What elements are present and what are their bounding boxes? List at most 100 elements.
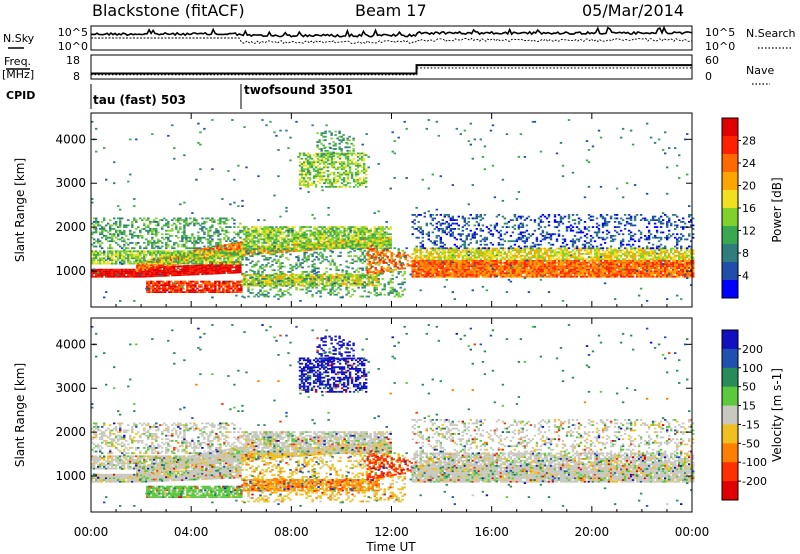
power-cell — [145, 219, 148, 221]
power-cell — [239, 268, 242, 270]
power-cell — [375, 292, 378, 294]
power-cell — [226, 243, 229, 246]
power-cell — [187, 260, 190, 263]
power-cell — [139, 272, 142, 275]
power-cell — [227, 260, 230, 263]
power-cell — [320, 149, 323, 152]
power-cell — [333, 290, 336, 293]
power-cell — [199, 269, 202, 272]
power-cell — [188, 282, 191, 285]
power-cell — [197, 222, 200, 225]
power-cell — [383, 235, 386, 237]
power-cell — [337, 274, 340, 276]
power-cell — [139, 250, 142, 253]
power-cell — [259, 285, 262, 287]
power-cell — [299, 281, 302, 284]
power-cell — [287, 250, 290, 253]
power-cell — [178, 287, 181, 290]
power-cell — [403, 271, 406, 273]
power-cell — [273, 247, 276, 250]
power-cell — [297, 283, 300, 286]
power-cell — [149, 259, 152, 261]
power-cell — [301, 271, 304, 273]
power-cell — [223, 236, 226, 239]
power-cell — [133, 217, 136, 220]
power-cell — [189, 250, 192, 253]
power-cell — [239, 229, 242, 232]
power-cell — [267, 277, 270, 280]
power-cell — [317, 290, 320, 293]
power-cell — [179, 226, 182, 228]
power-cell — [247, 233, 250, 236]
power-cell — [327, 292, 330, 294]
power-cell — [317, 240, 320, 243]
power-cell — [147, 243, 150, 246]
power-cell — [309, 235, 312, 237]
power-cell — [137, 275, 140, 278]
power-cell — [322, 144, 325, 147]
power-cell — [346, 139, 349, 142]
power-cell — [247, 236, 250, 239]
power-cell — [326, 170, 330, 172]
power-cell — [99, 272, 102, 275]
power-cell — [231, 250, 234, 253]
power-cell — [331, 228, 334, 230]
power-cell — [380, 269, 383, 272]
power-cell — [365, 243, 368, 246]
power-cell — [173, 255, 176, 258]
power-cell — [249, 235, 252, 237]
power-cell — [402, 263, 405, 266]
power-cell — [115, 229, 118, 232]
power-cell — [251, 242, 254, 244]
power-cell — [179, 219, 182, 221]
power-cell — [365, 185, 368, 188]
power-cell — [265, 245, 268, 248]
power-cell — [273, 229, 276, 232]
power-cell — [335, 276, 338, 279]
power-cell — [324, 180, 328, 183]
power-cell — [332, 141, 335, 143]
power-cell — [197, 231, 200, 234]
power-cell — [237, 268, 240, 270]
power-cell — [181, 219, 184, 221]
power-cell — [235, 240, 238, 243]
power-cell — [219, 265, 222, 268]
power-cell — [397, 248, 400, 250]
power-cell — [339, 240, 342, 242]
power-cell — [303, 285, 306, 287]
power-cell — [334, 178, 338, 181]
power-cell — [382, 258, 385, 261]
power-cell — [293, 242, 296, 244]
power-cell — [345, 279, 348, 282]
power-cell — [198, 289, 201, 292]
power-cell — [367, 277, 370, 280]
power-cell — [253, 242, 256, 244]
power-cell — [365, 277, 368, 280]
power-cell — [225, 257, 228, 260]
power-cell — [338, 161, 342, 164]
power-cell — [331, 242, 334, 245]
power-cell — [185, 260, 188, 263]
power-cell — [331, 260, 334, 263]
power-cell — [189, 217, 192, 220]
power-cell — [372, 260, 375, 263]
power-cell — [221, 217, 224, 220]
power-cell — [249, 274, 252, 276]
power-cell — [267, 281, 270, 283]
power-cell — [344, 157, 348, 160]
power-cell — [247, 258, 250, 261]
power-cell — [131, 235, 134, 237]
power-cell — [303, 281, 306, 283]
power-cell — [350, 152, 354, 155]
power-cell — [171, 274, 174, 277]
power-cell — [119, 262, 122, 265]
power-cell — [167, 221, 170, 223]
power-cell — [202, 289, 205, 292]
power-cell — [129, 233, 132, 236]
power-cell — [356, 159, 360, 162]
noise-panel: N.Sky 10^5 10^0 10^5 10^0 N.Search — [3, 25, 796, 53]
power-cell — [319, 244, 322, 247]
power-cell — [312, 161, 316, 164]
power-cell — [353, 236, 356, 239]
power-cell — [327, 276, 330, 279]
